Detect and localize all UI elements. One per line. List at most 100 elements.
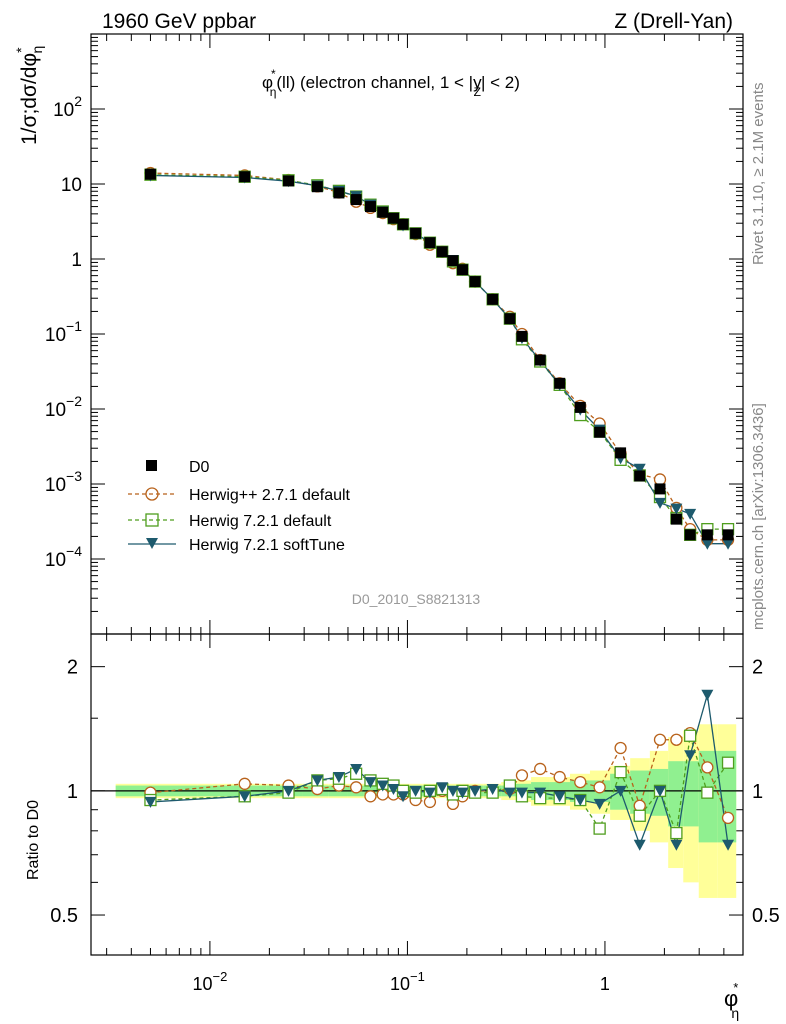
data-point-d0	[311, 181, 323, 193]
data-point-d0	[469, 276, 481, 288]
data-point-d0	[634, 470, 646, 482]
data-point-d0	[487, 293, 499, 305]
legend-label-d0: D0	[189, 459, 210, 476]
watermark: D0_2010_S8821313	[352, 591, 481, 607]
ratio-point	[469, 785, 482, 797]
ratio-point	[350, 763, 363, 775]
ratio-point	[593, 822, 606, 835]
x-tick-label: 1	[600, 974, 610, 994]
mcplots-label: mcplots.cern.ch [arXiv:1306.3436]	[750, 403, 767, 630]
header-right: Z (Drell-Yan)	[614, 10, 733, 33]
ratio-y-tick-label-left: 2	[67, 657, 78, 679]
x-tick-label: 10−2	[192, 969, 227, 994]
ratio-point	[515, 787, 528, 799]
ratio-point	[614, 785, 627, 797]
legend-label-herwig-default: Herwig 7.2.1 default	[189, 513, 332, 530]
data-point-d0	[447, 255, 459, 267]
data-point-d0	[594, 426, 606, 438]
data-point-d0	[387, 212, 399, 224]
ratio-plot-border	[90, 633, 744, 956]
x-axis-label: φ* η	[724, 980, 739, 1021]
ratio-point	[614, 765, 627, 779]
ratio-point	[238, 791, 251, 803]
legend-item-herwig-default: Herwig 7.2.1 default	[128, 513, 332, 530]
ratio-point	[503, 787, 516, 799]
ratio-y-tick-label-right: 0.5	[752, 905, 780, 927]
y-tick-label: 10−4	[45, 543, 82, 571]
ratio-point	[397, 791, 410, 803]
ratio-point	[684, 750, 697, 762]
x-tick-label: 10−1	[390, 969, 425, 994]
data-point	[722, 538, 735, 550]
ratio-point	[436, 782, 449, 794]
legend-label-herwigpp: Herwig++ 2.7.1 default	[189, 487, 351, 504]
ratio-point	[364, 790, 377, 803]
ratio-y-tick-label-right: 1	[752, 781, 763, 803]
data-point-d0	[283, 175, 295, 187]
ratio-point	[515, 769, 529, 782]
ratio-point	[593, 781, 606, 794]
ratio-point	[670, 826, 683, 840]
data-point-d0	[456, 264, 468, 276]
ratio-point	[593, 798, 606, 810]
data-point-d0	[574, 401, 586, 413]
ratio-point	[349, 781, 363, 794]
data-point	[633, 463, 646, 475]
data-point	[701, 538, 714, 550]
ratio-point	[553, 791, 566, 803]
ratio-y-tick-label-left: 1	[67, 781, 78, 803]
main-plot-title: φ* η(ll) (electron channel, 1 < |yZ| < 2)	[262, 67, 520, 99]
ratio-point	[364, 777, 377, 789]
data-point-d0	[654, 483, 666, 495]
data-point	[654, 497, 667, 509]
ratio-point	[683, 729, 697, 742]
legend-item-herwig-softtune: Herwig 7.2.1 softTune	[128, 537, 345, 554]
legend-item-d0: D0	[146, 459, 210, 476]
ratio-point	[721, 811, 735, 825]
legend-item-herwigpp: Herwig++ 2.7.1 default	[128, 487, 351, 504]
ratio-point	[574, 795, 587, 807]
legend-marker-herwig-softtune	[146, 538, 158, 549]
data-point-d0	[615, 447, 627, 459]
ratio-point	[144, 796, 157, 808]
ratio-band-inner	[683, 761, 699, 827]
y-tick-label: 10−1	[45, 318, 82, 346]
ratio-point	[486, 784, 499, 796]
data-point-d0	[397, 218, 409, 230]
ratio-point	[332, 772, 345, 784]
ratio-point	[282, 785, 295, 797]
data-point	[670, 503, 683, 515]
ratio-point	[376, 780, 389, 792]
data-point-d0	[144, 168, 156, 180]
main-ylabel: 1/σ;dσ/dφ*η	[13, 46, 45, 145]
data-point	[684, 508, 697, 520]
data-point-d0	[333, 187, 345, 199]
ratio-point	[534, 762, 547, 776]
header-left: 1960 GeV ppbar	[102, 10, 256, 33]
rivet-label: Rivet 3.1.10, ≥ 2.1M events	[750, 83, 767, 266]
data-point-d0	[239, 171, 251, 183]
data-point	[653, 473, 667, 486]
y-tick-label: 10	[61, 175, 82, 196]
ratio-point	[446, 785, 459, 797]
ratio-point	[653, 733, 667, 746]
ratio-point	[721, 756, 735, 769]
data-point-d0	[364, 201, 376, 213]
ratio-plot-frame	[90, 633, 744, 956]
series-line	[150, 172, 729, 541]
ratio-point	[238, 777, 251, 790]
data-point-d0	[722, 529, 734, 541]
data-point-d0	[424, 237, 436, 249]
ratio-ylabel: Ratio to D0	[25, 800, 42, 880]
y-tick-label: 10−2	[45, 393, 82, 421]
y-tick-label: 1	[71, 250, 82, 271]
ratio-point	[311, 775, 324, 787]
ratio-point	[633, 799, 646, 812]
data-point-d0	[554, 377, 566, 389]
ratio-point	[409, 785, 422, 797]
data-point-d0	[684, 529, 696, 541]
legend-label-herwig-softtune: Herwig 7.2.1 softTune	[189, 537, 345, 554]
plot-layer: 10−2 10−1 1 102 10 1 10−1 10−2 10−3 10−4 2 2 1 1 0.5 0.…	[45, 34, 780, 994]
ratio-point	[633, 809, 646, 822]
